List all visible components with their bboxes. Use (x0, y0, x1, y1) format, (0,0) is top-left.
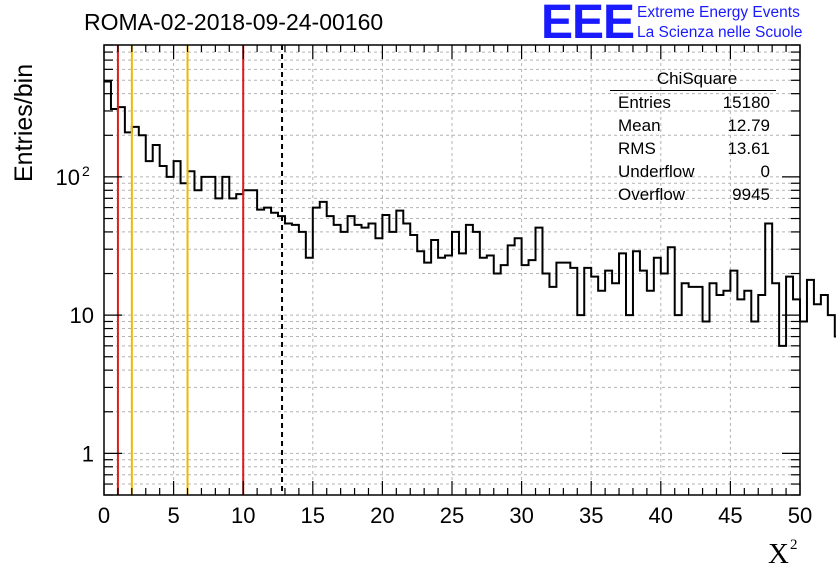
x-tick-label: 15 (301, 503, 325, 528)
stats-title: ChiSquare (610, 68, 776, 91)
logo-caption: Extreme Energy Events La Scienza nelle S… (637, 3, 802, 43)
x-tick-label: 25 (440, 503, 464, 528)
x-axis-label: X2 (768, 537, 797, 571)
stats-row-mean: Mean 12.79 (610, 114, 776, 137)
y-tick-label: 10 (56, 165, 80, 190)
stats-value: 9945 (732, 185, 770, 204)
stats-value: 15180 (722, 93, 770, 112)
stats-value: 0 (760, 162, 770, 181)
marker-lines (116, 45, 284, 495)
stats-box: ChiSquare Entries 15180 Mean 12.79 RMS 13.6… (610, 68, 776, 206)
x-tick-label: 20 (370, 503, 394, 528)
stats-row-underflow: Underflow 0 (610, 160, 776, 183)
stats-row-rms: RMS 13.61 (610, 137, 776, 160)
histogram-series (104, 80, 836, 347)
x-tick-label: 35 (579, 503, 603, 528)
x-tick-label: 45 (718, 503, 742, 528)
stats-row-overflow: Overflow 9945 (610, 183, 776, 206)
eee-logo: EEE (541, 0, 635, 49)
logo-caption-line2: La Scienza nelle Scuole (637, 24, 803, 41)
stats-label: Entries (618, 93, 671, 112)
x-axis-label-text: X (768, 538, 789, 570)
stats-row-entries: Entries 15180 (610, 91, 776, 114)
y-tick-label: 10 (70, 303, 94, 328)
stats-value: 12.79 (727, 116, 770, 135)
x-tick-label: 0 (98, 503, 110, 528)
x-axis-label-superscript: 2 (789, 537, 798, 553)
x-tick-label: 40 (649, 503, 673, 528)
stats-label: RMS (618, 139, 656, 158)
stats-value: 13.61 (727, 139, 770, 158)
x-tick-label: 30 (509, 503, 533, 528)
stats-label: Mean (618, 116, 661, 135)
logo-caption-line1: Extreme Energy Events (637, 4, 800, 21)
stats-label: Overflow (618, 185, 686, 204)
y-tick-label: 1 (82, 441, 94, 466)
y-tick-label-exponent: 2 (82, 163, 90, 179)
x-tick-label: 5 (167, 503, 179, 528)
histogram-line (104, 80, 836, 347)
run-title: ROMA-02-2018-09-24-00160 (84, 9, 384, 35)
stats-label: Underflow (618, 162, 695, 181)
x-tick-label: 10 (231, 503, 255, 528)
x-tick-label: 50 (788, 503, 812, 528)
y-axis-label: Entries/bin (10, 63, 38, 182)
